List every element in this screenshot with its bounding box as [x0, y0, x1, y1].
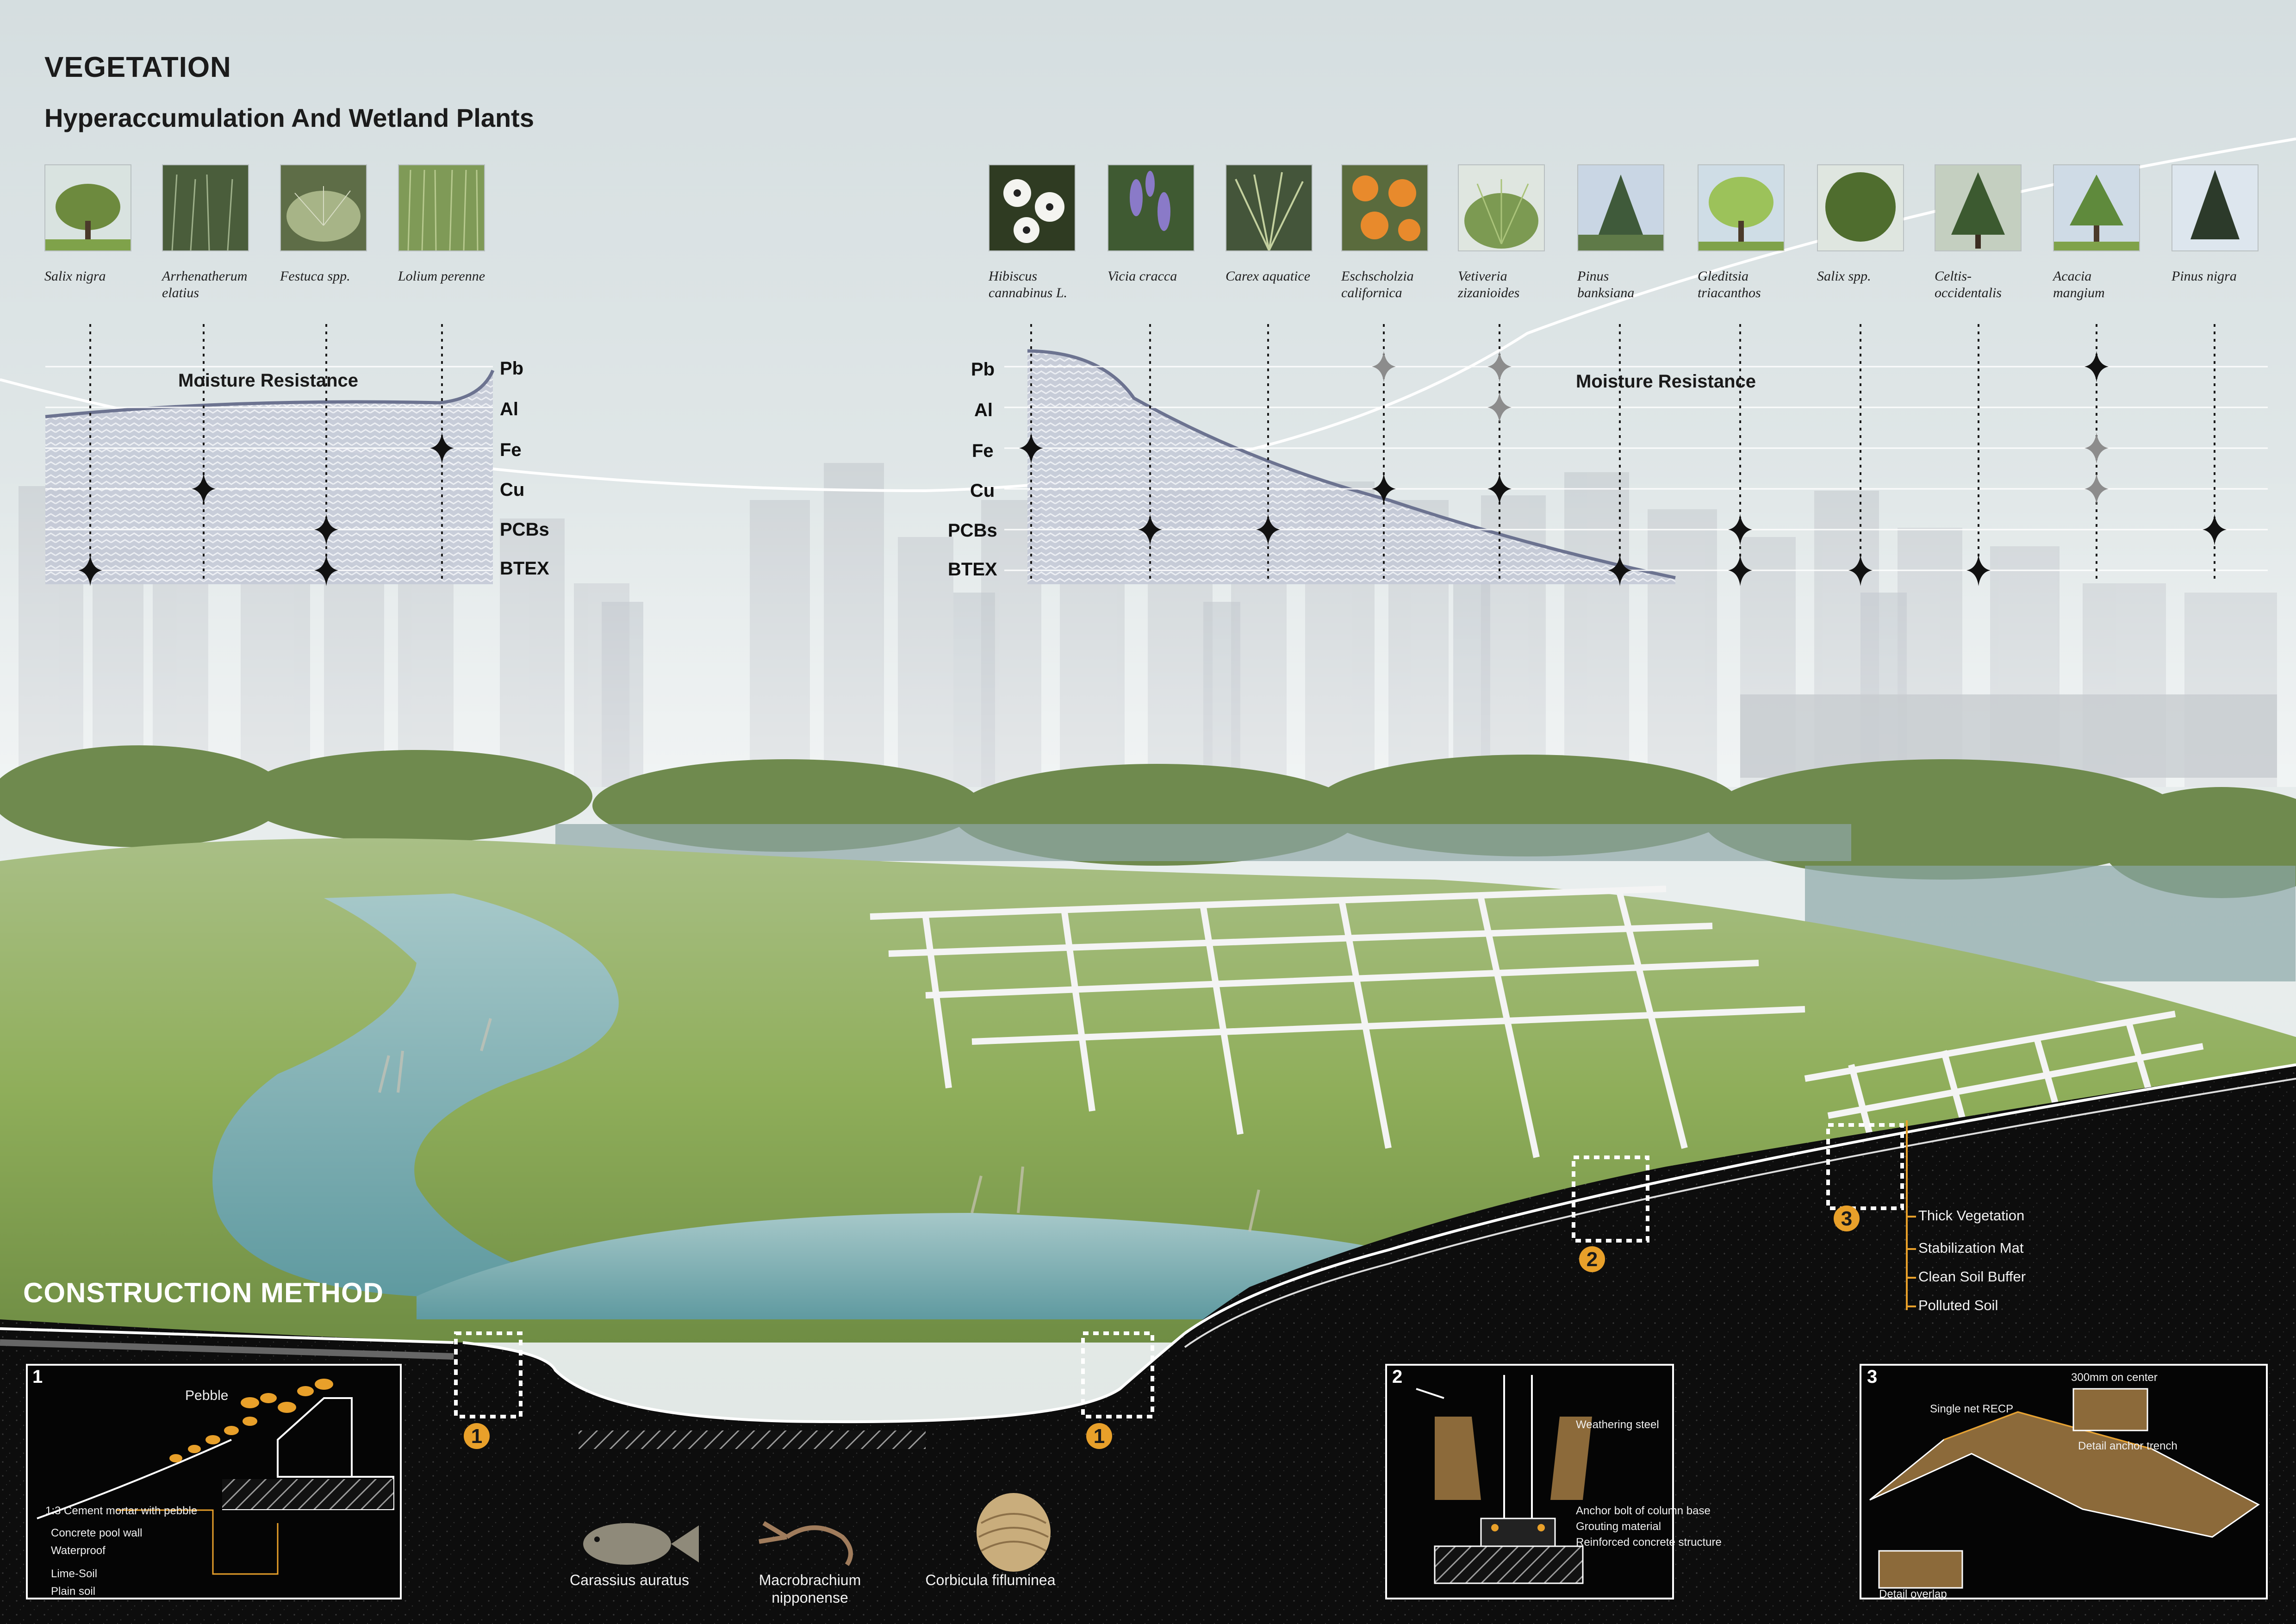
- detail-note: Plain soil: [51, 1585, 96, 1598]
- plant-name: Eschscholzia californica: [1341, 269, 1414, 300]
- pinus-nigra-thumbnail: [2172, 164, 2259, 251]
- plant-card: Festuca spp.: [280, 164, 373, 285]
- detail-number: 2: [1392, 1367, 1403, 1387]
- plant-name: Arrhenatherum elatius: [162, 269, 248, 300]
- metal-label: Al: [500, 399, 518, 419]
- fish-icon: [583, 1523, 699, 1565]
- pinus-banksiana-thumbnail: [1577, 164, 1664, 251]
- plant-name: Lolium perenne: [398, 269, 485, 284]
- detail-note: Grouting material: [1576, 1520, 1661, 1533]
- eschscholzia-thumbnail: [1341, 164, 1428, 251]
- plant-name: Salix spp.: [1817, 269, 1871, 284]
- plant-name: Carex aquatice: [1226, 269, 1311, 284]
- clam-icon: [977, 1493, 1051, 1572]
- detail-note: Detail overlap: [1879, 1588, 1947, 1600]
- plant-card: Salix spp.: [1817, 164, 1910, 285]
- detail-note: Weathering steel: [1576, 1418, 1659, 1431]
- plant-name: Gleditsia triacanthos: [1698, 269, 1761, 300]
- page-title: VEGETATION: [44, 51, 231, 83]
- species-label: Macrobrachium nipponense: [759, 1572, 861, 1606]
- layer-label: Clean Soil Buffer: [1918, 1268, 2026, 1285]
- plant-name: Hibiscus cannabinus L.: [989, 269, 1068, 300]
- layer-label: Stabilization Mat: [1918, 1240, 2024, 1256]
- metal-label: Pb: [971, 359, 995, 380]
- detail-note: Waterproof: [51, 1544, 106, 1557]
- lolium-thumbnail: [398, 164, 485, 251]
- plant-card: Vetiveria zizanioides: [1458, 164, 1550, 301]
- detail-number: 3: [1867, 1367, 1878, 1387]
- pebble-label: Pebble: [185, 1388, 229, 1403]
- detail-note: Reinforced concrete structure: [1576, 1536, 1722, 1549]
- detail-note: 1:3 Cement mortar with pebble: [45, 1505, 198, 1517]
- plant-card: Pinus nigra: [2172, 164, 2264, 285]
- plant-name: Pinus nigra: [2172, 269, 2237, 284]
- plant-name: Pinus banksiana: [1577, 269, 1635, 300]
- salix-nigra-thumbnail: [44, 164, 131, 251]
- plant-card: Vicia cracca: [1108, 164, 1200, 285]
- metal-label: Fe: [500, 440, 522, 460]
- plant-name: Salix nigra: [44, 269, 106, 284]
- metal-label: BTEX: [948, 559, 997, 580]
- plant-card: Acacia mangium: [2053, 164, 2146, 301]
- metal-label: PCBs: [500, 519, 549, 540]
- celtis-thumbnail: [1935, 164, 2022, 251]
- carex-thumbnail: [1226, 164, 1313, 251]
- detail-note: Single net RECP: [1930, 1403, 2014, 1415]
- callout-number: 3: [1841, 1207, 1852, 1230]
- festuca-thumbnail: [280, 164, 367, 251]
- species-label: Corbicula fifluminea: [925, 1572, 1056, 1588]
- shrimp-icon: [759, 1521, 853, 1566]
- construction-method-title: CONSTRUCTION METHOD: [23, 1277, 384, 1308]
- gleditsia-thumbnail: [1698, 164, 1785, 251]
- plant-card: Hibiscus cannabinus L.: [989, 164, 1081, 301]
- plant-card: Carex aquatice: [1226, 164, 1318, 285]
- plant-name: Acacia mangium: [2053, 269, 2105, 300]
- metal-label: Fe: [972, 441, 994, 461]
- plant-card: Lolium perenne: [398, 164, 491, 285]
- plant-name: Celtis-occidentalis: [1935, 269, 2002, 300]
- hibiscus-thumbnail: [989, 164, 1076, 251]
- plant-card: Celtis-occidentalis: [1935, 164, 2027, 301]
- plant-card: Arrhenatherum elatius: [162, 164, 255, 301]
- vetiveria-thumbnail: [1458, 164, 1545, 251]
- moisture-resistance-label: Moisture Resistance: [1576, 371, 1756, 392]
- plant-card: Eschscholzia californica: [1341, 164, 1434, 301]
- layer-label: Polluted Soil: [1918, 1297, 1998, 1313]
- arrhenatherum-thumbnail: [162, 164, 249, 251]
- salix-spp-thumbnail: [1817, 164, 1904, 251]
- callout-number: 1: [1094, 1425, 1105, 1448]
- callout-number: 1: [471, 1425, 482, 1448]
- plant-card: Pinus banksiana: [1577, 164, 1670, 301]
- moisture-resistance-label: Moisture Resistance: [178, 370, 359, 391]
- layer-label: Thick Vegetation: [1918, 1207, 2025, 1224]
- metal-label: PCBs: [948, 520, 997, 541]
- metal-label: Cu: [970, 481, 995, 501]
- detail-note: Detail anchor trench: [2078, 1440, 2178, 1452]
- metal-label: Cu: [500, 480, 525, 500]
- callout-badge-icon: [464, 1206, 1860, 1449]
- plant-name: Vetiveria zizanioides: [1458, 269, 1520, 300]
- callout-number: 2: [1587, 1248, 1598, 1271]
- metal-label: BTEX: [500, 558, 549, 579]
- plant-card: Gleditsia triacanthos: [1698, 164, 1790, 301]
- detail-note: Lime-Soil: [51, 1568, 98, 1580]
- species-label: Carassius auratus: [570, 1572, 689, 1588]
- page-subtitle: Hyperaccumulation And Wetland Plants: [44, 103, 534, 132]
- detail-note: Anchor bolt of column base: [1576, 1505, 1711, 1517]
- plant-name: Vicia cracca: [1108, 269, 1177, 284]
- acacia-thumbnail: [2053, 164, 2140, 251]
- detail-note: Concrete pool wall: [51, 1527, 143, 1539]
- vicia-thumbnail: [1108, 164, 1195, 251]
- detail-note: 300mm on center: [2071, 1371, 2158, 1384]
- detail-number: 1: [32, 1367, 43, 1387]
- metal-label: Pb: [500, 358, 524, 379]
- plant-name: Festuca spp.: [280, 269, 350, 284]
- metal-label: Al: [974, 400, 993, 420]
- plant-card: Salix nigra: [44, 164, 137, 285]
